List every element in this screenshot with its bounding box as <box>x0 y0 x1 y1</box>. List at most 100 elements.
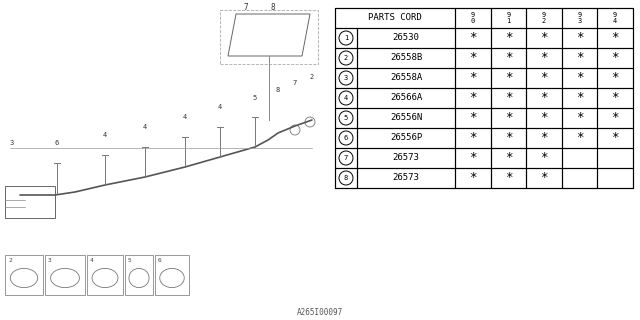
Text: *: * <box>611 92 619 105</box>
Text: 7: 7 <box>244 3 248 12</box>
Bar <box>455 68 491 88</box>
Bar <box>562 148 597 168</box>
Bar <box>526 168 562 188</box>
Bar <box>335 28 357 48</box>
Bar <box>597 168 633 188</box>
Text: *: * <box>611 31 619 44</box>
Bar <box>455 148 491 168</box>
Bar <box>335 108 357 128</box>
Text: *: * <box>611 52 619 65</box>
Bar <box>335 48 357 68</box>
Text: *: * <box>505 52 512 65</box>
Text: *: * <box>469 71 477 84</box>
Text: 1: 1 <box>344 35 348 41</box>
Circle shape <box>339 71 353 85</box>
Text: 26558B: 26558B <box>390 53 422 62</box>
Bar <box>491 8 526 28</box>
Bar <box>357 128 455 148</box>
Text: *: * <box>505 31 512 44</box>
Bar <box>526 48 562 68</box>
Bar <box>526 128 562 148</box>
Circle shape <box>339 111 353 125</box>
Bar <box>597 28 633 48</box>
Text: 8: 8 <box>271 3 275 12</box>
Text: 5: 5 <box>253 95 257 101</box>
Bar <box>155 255 189 295</box>
Circle shape <box>339 31 353 45</box>
Bar <box>455 168 491 188</box>
Text: 26566A: 26566A <box>390 93 422 102</box>
Text: *: * <box>469 151 477 164</box>
Bar <box>597 88 633 108</box>
Text: 5: 5 <box>128 258 132 263</box>
Bar <box>491 148 526 168</box>
Bar <box>562 168 597 188</box>
Bar <box>87 255 123 295</box>
Circle shape <box>339 51 353 65</box>
Bar <box>491 108 526 128</box>
Bar <box>357 168 455 188</box>
Circle shape <box>339 171 353 185</box>
Bar <box>455 48 491 68</box>
Bar <box>562 88 597 108</box>
Bar <box>597 128 633 148</box>
Text: 26556N: 26556N <box>390 114 422 123</box>
Text: *: * <box>611 71 619 84</box>
Text: *: * <box>576 52 583 65</box>
Bar <box>357 88 455 108</box>
Text: 6: 6 <box>55 140 59 146</box>
Text: 26556P: 26556P <box>390 133 422 142</box>
Text: PARTS CORD: PARTS CORD <box>368 13 422 22</box>
Bar <box>491 48 526 68</box>
Bar <box>526 148 562 168</box>
Text: 9
3: 9 3 <box>577 12 582 24</box>
Bar <box>491 128 526 148</box>
Text: *: * <box>540 31 548 44</box>
Bar <box>357 28 455 48</box>
Text: *: * <box>469 52 477 65</box>
Text: *: * <box>540 71 548 84</box>
Text: *: * <box>576 132 583 145</box>
Text: 3: 3 <box>10 140 14 146</box>
Bar <box>455 108 491 128</box>
Text: *: * <box>611 111 619 124</box>
Text: 9
1: 9 1 <box>506 12 511 24</box>
Text: 4: 4 <box>90 258 93 263</box>
Circle shape <box>339 151 353 165</box>
Bar <box>562 48 597 68</box>
Bar <box>526 108 562 128</box>
Text: 7: 7 <box>293 80 297 86</box>
Text: *: * <box>540 111 548 124</box>
Bar <box>597 68 633 88</box>
Bar <box>455 28 491 48</box>
Text: 3: 3 <box>48 258 52 263</box>
Text: 8: 8 <box>344 175 348 181</box>
Text: 26530: 26530 <box>392 34 419 43</box>
Bar <box>562 8 597 28</box>
Bar <box>335 8 633 188</box>
Bar <box>526 28 562 48</box>
Bar <box>335 68 357 88</box>
Text: *: * <box>505 172 512 185</box>
Circle shape <box>339 91 353 105</box>
Bar <box>335 168 357 188</box>
Bar <box>5 255 43 295</box>
Text: 4: 4 <box>344 95 348 101</box>
Text: *: * <box>540 132 548 145</box>
Bar <box>357 108 455 128</box>
Bar <box>335 88 357 108</box>
Text: *: * <box>540 151 548 164</box>
Text: *: * <box>540 92 548 105</box>
Bar <box>335 148 357 168</box>
Bar <box>597 8 633 28</box>
Bar <box>335 8 455 28</box>
Text: *: * <box>505 71 512 84</box>
Text: 2: 2 <box>8 258 12 263</box>
Bar <box>526 8 562 28</box>
Text: *: * <box>540 172 548 185</box>
Text: *: * <box>469 132 477 145</box>
Bar <box>220 10 318 64</box>
Text: 5: 5 <box>344 115 348 121</box>
Bar <box>562 108 597 128</box>
Bar <box>562 128 597 148</box>
